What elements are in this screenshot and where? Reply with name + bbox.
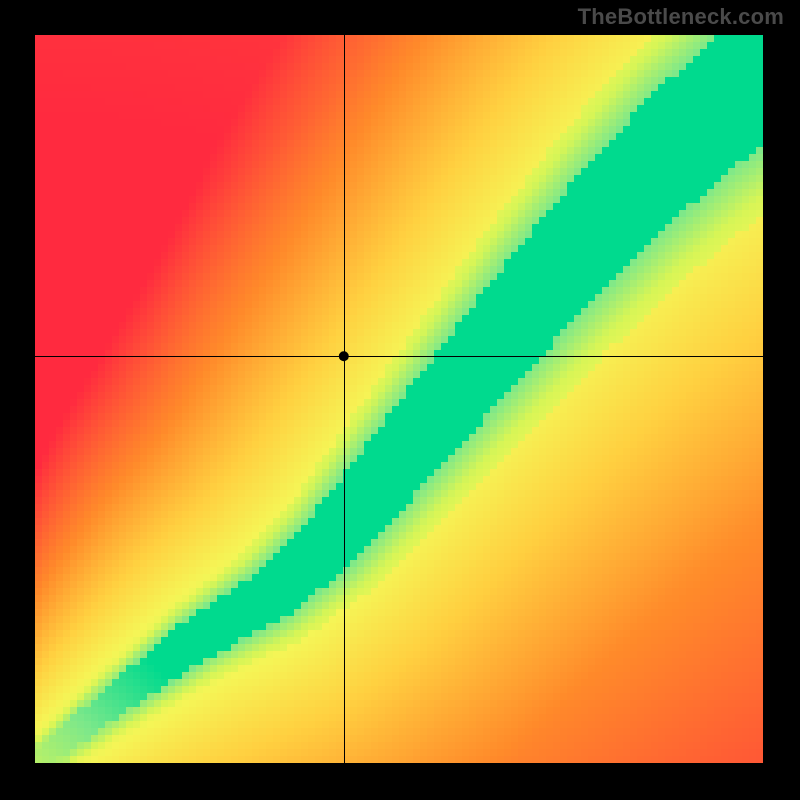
bottleneck-heatmap xyxy=(35,35,765,765)
watermark-text: TheBottleneck.com xyxy=(578,4,784,30)
